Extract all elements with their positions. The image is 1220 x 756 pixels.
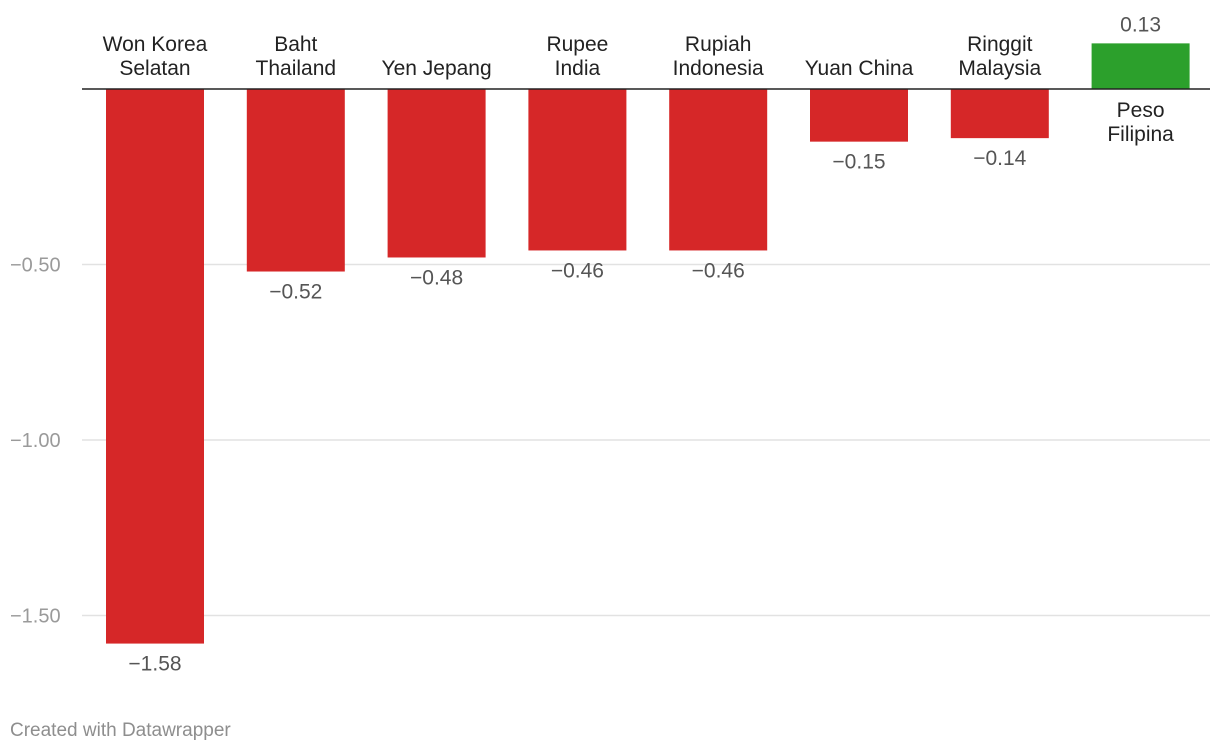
category-label: Peso Filipina	[1107, 99, 1174, 146]
value-label: −0.46	[692, 259, 745, 282]
category-label-line: Indonesia	[673, 57, 764, 80]
bar	[106, 89, 204, 644]
category-label-line: Rupee	[546, 33, 608, 56]
category-label-line: Peso	[1117, 99, 1165, 122]
category-label-line: Filipina	[1107, 123, 1174, 146]
category-label: Ringgit Malaysia	[958, 33, 1041, 80]
category-label: Yen Jepang	[382, 57, 492, 80]
value-label: −0.15	[832, 151, 885, 174]
category-label: Yuan China	[805, 57, 914, 80]
category-label-line: Rupiah	[685, 33, 752, 56]
y-tick-label: −1.00	[10, 430, 61, 452]
bar	[387, 89, 486, 258]
bar	[950, 89, 1049, 139]
category-label-line: Yen Jepang	[382, 57, 492, 80]
category-label-line: Malaysia	[958, 57, 1041, 80]
y-tick-label: −0.50	[10, 255, 61, 277]
category-label-line: Thailand	[256, 57, 337, 80]
value-label: 0.13	[1120, 13, 1161, 36]
bar	[810, 89, 908, 142]
value-label: −1.58	[128, 653, 181, 676]
bar	[1091, 43, 1190, 89]
bar	[669, 89, 768, 251]
category-label-line: Baht	[274, 33, 317, 56]
category-label: Won Korea Selatan	[103, 33, 208, 80]
category-label-line: Won Korea	[103, 33, 208, 56]
category-label-line: India	[555, 57, 601, 80]
category-label-line: Yuan China	[805, 57, 914, 80]
y-tick-label: −1.50	[10, 606, 61, 628]
category-label-line: Ringgit	[967, 33, 1033, 56]
category-label-line: Selatan	[119, 57, 190, 80]
value-label: −0.52	[269, 281, 322, 304]
category-label: Rupee India	[546, 33, 608, 80]
bar	[246, 89, 345, 272]
bar	[528, 89, 627, 251]
bar-chart: −0.50 −1.00 −1.50 −1.58 Won Korea Selatan −0.5…	[10, 13, 1210, 676]
value-label: −0.48	[410, 266, 463, 289]
category-label: Rupiah Indonesia	[673, 33, 764, 80]
category-label: Baht Thailand	[256, 33, 337, 80]
value-label: −0.14	[973, 147, 1026, 170]
credit-text: Created with Datawrapper	[10, 720, 231, 741]
value-label: −0.46	[551, 259, 604, 282]
